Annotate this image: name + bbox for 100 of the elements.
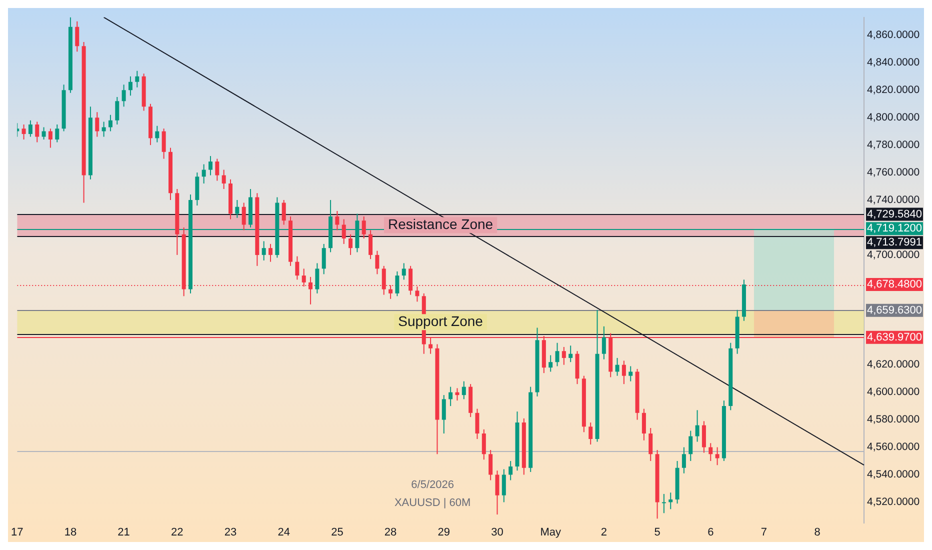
candlestick xyxy=(588,422,593,446)
candlestick xyxy=(235,199,240,218)
candlestick xyxy=(162,128,166,160)
x-tick-label: 6 xyxy=(708,526,714,538)
candlestick xyxy=(22,124,26,140)
candlestick xyxy=(342,218,346,244)
y-tick-label: 4,540.0000 xyxy=(867,468,920,481)
candlestick xyxy=(102,121,106,138)
candlestick xyxy=(262,240,266,261)
candlestick xyxy=(348,234,353,256)
y-tick-label: 4,700.0000 xyxy=(867,248,920,261)
candlestick xyxy=(462,380,466,400)
candlestick xyxy=(622,360,626,385)
y-tick-label: 4,820.0000 xyxy=(867,84,920,96)
candlestick xyxy=(568,345,573,363)
candlestick xyxy=(555,342,560,367)
candlestick xyxy=(642,408,646,441)
candlestick xyxy=(482,428,486,460)
candlestick xyxy=(222,169,226,190)
candlestick xyxy=(75,20,80,52)
candlestick xyxy=(695,410,700,442)
ref-line-label: 4,729.5840 xyxy=(866,208,922,220)
candlestick xyxy=(628,366,633,382)
candlestick xyxy=(702,420,706,454)
x-tick-label: 28 xyxy=(384,526,397,538)
x-tick-label: May xyxy=(540,526,562,538)
candlestick xyxy=(442,394,446,434)
candlestick xyxy=(562,346,566,366)
candlestick xyxy=(128,76,132,96)
ref-line-label: 4,719.1200 xyxy=(866,222,922,235)
candlestick xyxy=(715,446,720,466)
y-tick-label: 4,840.0000 xyxy=(867,56,920,69)
candlestick xyxy=(508,460,513,481)
candlestick xyxy=(208,156,212,176)
candlestick xyxy=(662,493,666,514)
x-tick-label: 21 xyxy=(118,526,130,538)
candlestick xyxy=(602,326,606,360)
candlestick xyxy=(682,446,686,474)
candlestick xyxy=(115,96,120,125)
x-tick-label: 29 xyxy=(438,526,450,538)
candlestick xyxy=(42,126,46,140)
candlestick xyxy=(455,388,460,402)
candlestick xyxy=(335,210,340,231)
candlestick xyxy=(215,158,220,182)
x-tick-label: 22 xyxy=(171,526,184,538)
y-tick-label: 4,560.0000 xyxy=(867,441,920,454)
candlestick xyxy=(322,243,326,275)
candlestick xyxy=(648,428,653,462)
x-tick-label: 30 xyxy=(491,526,504,538)
x-tick-label: 8 xyxy=(814,526,820,538)
ref-line-label: 4,639.9700 xyxy=(866,331,922,344)
y-tick-label: 4,760.0000 xyxy=(867,166,920,178)
ref-line-label: 4,678.4800 xyxy=(866,278,922,291)
y-tick-label: 4,860.0000 xyxy=(867,29,920,42)
candlestick xyxy=(195,172,200,206)
candlestick xyxy=(368,230,373,260)
band-label: Support Zone xyxy=(398,313,484,330)
y-tick-label: 4,520.0000 xyxy=(867,496,920,508)
y-tick-label: 4,780.0000 xyxy=(867,138,920,151)
x-tick-label: 23 xyxy=(224,526,237,538)
candlestick xyxy=(548,354,553,372)
x-tick-label: 25 xyxy=(331,526,344,538)
y-tick-label: 4,620.0000 xyxy=(867,358,920,371)
annotation: XAUUSD | 60M xyxy=(394,496,471,509)
candlestick xyxy=(202,164,206,184)
candlestick xyxy=(108,114,112,132)
candlestick xyxy=(362,216,366,239)
y-tick-label: 4,800.0000 xyxy=(867,111,920,124)
candlestick xyxy=(122,84,126,108)
candlestick xyxy=(395,270,400,297)
candlestick xyxy=(95,112,100,138)
ref-line-label: 4,659.6300 xyxy=(866,304,922,316)
band-label: Resistance Zone xyxy=(388,216,494,232)
candlestick xyxy=(282,199,286,226)
x-tick-label: 7 xyxy=(760,526,768,538)
y-tick-label: 4,580.0000 xyxy=(867,414,920,426)
candlestick xyxy=(55,124,60,143)
y-tick-label: 4,740.0000 xyxy=(867,194,920,206)
x-tick-label: 18 xyxy=(64,526,77,538)
candlestick xyxy=(488,449,493,481)
candlestick xyxy=(135,70,140,88)
y-tick-label: 4,600.0000 xyxy=(867,386,920,398)
ref-line-label: 4,713.7991 xyxy=(866,236,922,249)
x-tick-label: 2 xyxy=(600,526,607,538)
candlestick xyxy=(48,128,52,148)
candlestick xyxy=(475,408,480,440)
candlestick xyxy=(448,386,453,407)
x-tick-label: 24 xyxy=(278,526,290,538)
candlestick xyxy=(495,470,500,516)
candlestick xyxy=(402,262,406,280)
candlestick xyxy=(502,468,506,503)
x-tick-label: 17 xyxy=(10,526,24,538)
candlestick xyxy=(35,121,40,143)
candlestick xyxy=(315,262,320,294)
annotation: 6/5/2026 xyxy=(411,478,454,491)
candlestick xyxy=(708,442,713,462)
candlestick xyxy=(155,125,160,143)
candlestick xyxy=(668,492,673,510)
candlestick xyxy=(375,250,380,275)
candlestick xyxy=(615,357,620,376)
